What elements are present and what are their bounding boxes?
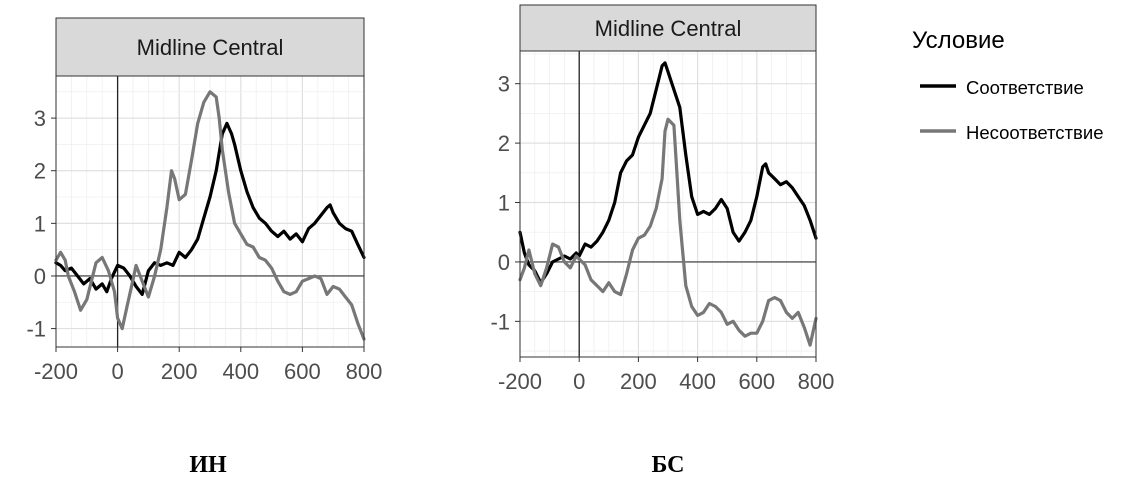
x-tick-label: 800 (798, 369, 835, 394)
legend-label-incongruent: Несоответствие (966, 122, 1104, 143)
series-line-incongruent (518, 117, 818, 347)
y-tick-label: 1 (498, 191, 510, 216)
series-line-congruent (518, 61, 818, 285)
legend-label-congruent: Соответствие (966, 77, 1084, 98)
y-tick-label: -1 (490, 309, 510, 334)
y-tick-label: 3 (498, 72, 510, 97)
y-tick-label: 2 (498, 131, 510, 156)
series-line-congruent (54, 121, 366, 296)
x-tick-label: 800 (346, 359, 383, 384)
x-tick-label: 0 (111, 359, 123, 384)
legend-title: Условие (912, 27, 1005, 54)
x-tick-label: -200 (498, 369, 542, 394)
x-tick-label: 200 (161, 359, 198, 384)
x-tick-label: 200 (620, 369, 657, 394)
strip-box (55, 17, 365, 77)
x-tick-label: 600 (284, 359, 321, 384)
x-tick-label: -200 (34, 359, 78, 384)
x-tick-label: 600 (738, 369, 775, 394)
y-tick-label: -1 (26, 317, 46, 342)
x-tick-label: 400 (222, 359, 259, 384)
y-tick-label: 0 (498, 250, 510, 275)
y-tick-label: 1 (34, 211, 46, 236)
strip-title: Midline Central (137, 35, 284, 60)
panel-label: БС (651, 452, 684, 478)
x-tick-label: 400 (679, 369, 716, 394)
y-tick-label: 0 (34, 264, 46, 289)
panel-ih: Midline Central -1 0 1 2 3 -200 0 200 400 600 800 ИН (26, 17, 383, 478)
strip-title: Midline Central (595, 16, 742, 41)
series-line-incongruent (54, 90, 366, 341)
panel-label: ИН (189, 452, 227, 478)
legend: Условие Соответствие Несоответствие (912, 27, 1104, 143)
panel-bs: Midline Central -1 0 1 2 3 -200 0 200 400 600 800 БС (490, 4, 835, 478)
y-tick-label: 3 (34, 106, 46, 131)
y-tick-label: 2 (34, 159, 46, 184)
x-tick-label: 0 (573, 369, 585, 394)
strip-box (519, 4, 817, 52)
